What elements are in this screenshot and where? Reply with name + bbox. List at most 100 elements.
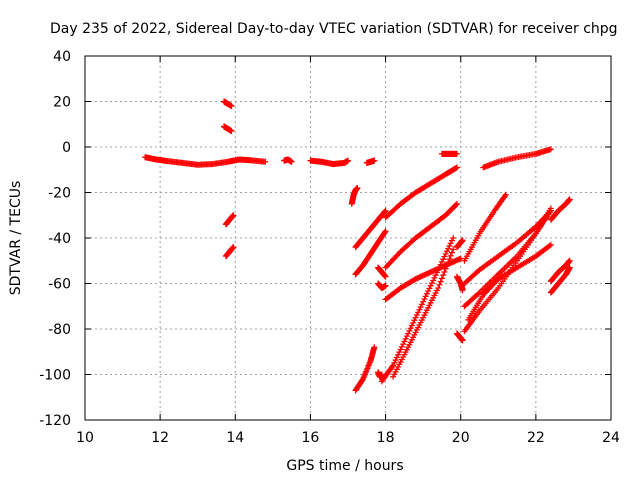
- data-point: [381, 229, 388, 236]
- data-point: [407, 325, 414, 332]
- data-point: [547, 205, 554, 212]
- data-point: [428, 280, 435, 287]
- series-arc-29: [465, 241, 554, 323]
- data-point: [397, 346, 404, 353]
- series-arc-1: [142, 154, 269, 168]
- data-point: [435, 285, 442, 292]
- data-point: [381, 208, 388, 215]
- series-arc-8: [363, 157, 378, 166]
- x-tick-label: 18: [377, 430, 395, 446]
- data-point: [425, 288, 432, 295]
- data-point: [547, 146, 554, 153]
- data-point: [453, 201, 460, 208]
- data-point: [396, 349, 403, 356]
- series-arc-2: [221, 98, 235, 110]
- data-point: [382, 228, 389, 235]
- data-point: [408, 322, 415, 329]
- data-point: [435, 266, 442, 273]
- x-tick-label: 14: [226, 430, 244, 446]
- series-arc-10: [352, 207, 389, 251]
- data-point: [475, 290, 482, 297]
- series-arc-11: [352, 228, 389, 278]
- data-point: [418, 301, 425, 308]
- data-point: [440, 272, 447, 279]
- series-arc-23: [453, 273, 466, 294]
- data-point: [400, 341, 407, 348]
- data-point: [448, 249, 455, 256]
- data-point: [436, 281, 443, 288]
- series-arc-4: [222, 212, 237, 228]
- data-point: [288, 158, 295, 165]
- series-arc-12: [352, 344, 378, 394]
- data-point: [401, 338, 408, 345]
- data-point: [446, 256, 453, 263]
- series-arc-13: [375, 264, 389, 280]
- x-tick-label: 24: [602, 430, 620, 446]
- data-point: [457, 255, 464, 262]
- data-point: [438, 258, 445, 265]
- data-point: [389, 363, 396, 370]
- data-point: [459, 237, 466, 244]
- data-marks: [142, 98, 573, 394]
- data-point: [393, 354, 400, 361]
- data-point: [415, 309, 422, 316]
- data-point: [441, 253, 448, 260]
- data-point: [502, 191, 509, 198]
- data-point: [228, 103, 235, 110]
- data-point: [406, 327, 413, 334]
- data-point: [459, 337, 466, 344]
- data-point: [453, 164, 460, 171]
- data-point: [426, 285, 433, 292]
- y-tick-label: -120: [39, 413, 71, 429]
- data-point: [433, 269, 440, 276]
- data-point: [436, 264, 443, 271]
- y-tick-label: -60: [48, 277, 71, 293]
- series-arc-28: [461, 205, 554, 335]
- y-axis-label: SDTVAR / TECUs: [8, 181, 24, 296]
- axis-ticks: [84, 55, 612, 421]
- series-arc-17: [382, 200, 460, 271]
- y-tick-label: -20: [48, 186, 71, 202]
- grid-lines: [85, 56, 611, 420]
- series-arc-31: [547, 264, 573, 296]
- tick-labels: 10 12 14 16 18 20 22 24 -120 -100 -80 -60 -40 -20 0 20 4…: [39, 49, 620, 446]
- data-point: [443, 262, 450, 269]
- x-tick-label: 22: [527, 430, 545, 446]
- data-point: [453, 150, 460, 157]
- data-point: [427, 282, 434, 289]
- series-arc-26: [461, 207, 554, 287]
- data-point: [403, 333, 410, 340]
- series-arc-14: [375, 280, 389, 292]
- series-arc-16: [382, 164, 460, 221]
- data-point: [345, 157, 351, 164]
- data-point: [443, 248, 450, 255]
- data-point: [262, 158, 269, 165]
- series-arc-24: [453, 330, 466, 344]
- data-point: [422, 293, 429, 300]
- data-point: [442, 265, 449, 272]
- data-point: [416, 306, 423, 313]
- series-arc-33: [547, 196, 573, 223]
- series-arc-21: [438, 150, 460, 157]
- data-point: [438, 275, 445, 282]
- data-point: [412, 314, 419, 321]
- series-arc-9: [348, 184, 361, 207]
- series-arc-30: [480, 146, 554, 171]
- data-point: [371, 344, 378, 351]
- y-tick-label: 0: [62, 140, 71, 156]
- data-point: [448, 237, 455, 244]
- data-point: [354, 184, 361, 191]
- data-point: [228, 128, 235, 135]
- data-point: [431, 274, 438, 281]
- series-arc-15: [375, 369, 385, 380]
- x-tick-label: 10: [76, 430, 94, 446]
- series-arc-22: [453, 237, 466, 251]
- data-point: [430, 277, 437, 284]
- data-point: [382, 273, 389, 280]
- data-point: [445, 259, 452, 266]
- data-point: [441, 268, 448, 275]
- data-point: [392, 357, 399, 364]
- data-point: [566, 257, 573, 264]
- data-point: [411, 317, 418, 324]
